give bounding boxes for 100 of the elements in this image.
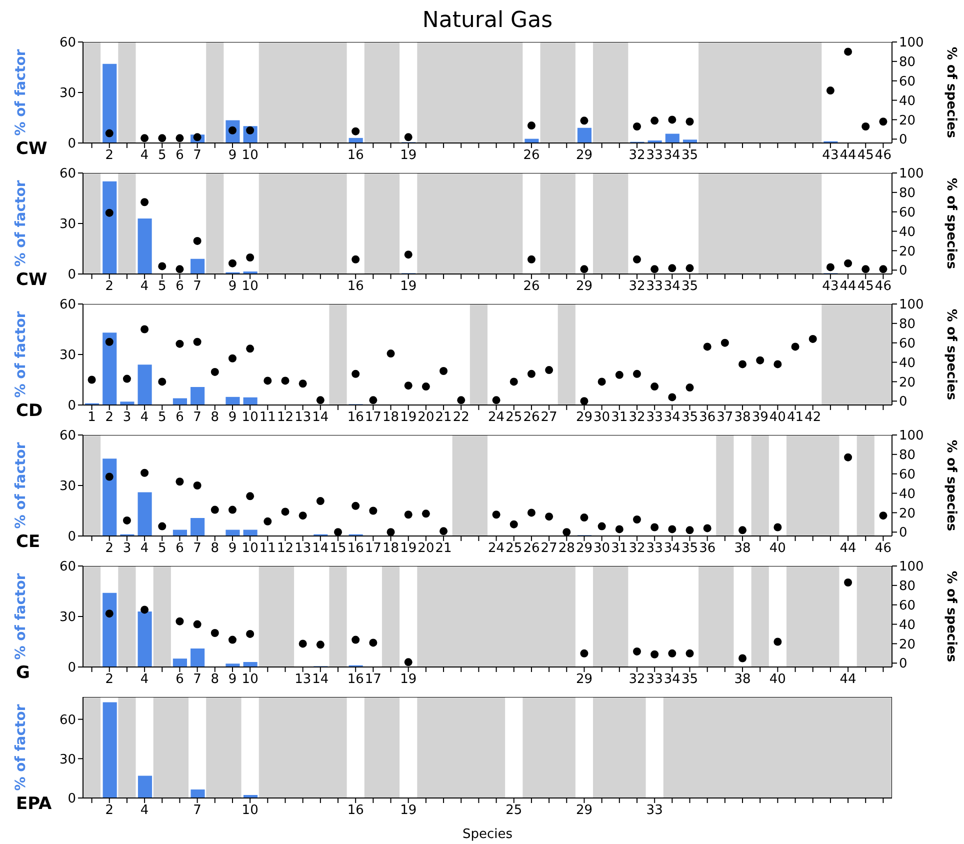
x-tick-label: 39	[752, 410, 768, 426]
y-tick-label: 30	[59, 86, 76, 102]
x-tick-label: 19	[400, 541, 417, 556]
text: CD	[16, 401, 43, 421]
y2-tick-label: 80	[899, 186, 916, 202]
chart-title: Natural Gas	[421, 8, 554, 33]
y-tick-label: 30	[59, 610, 76, 626]
x-tick-label: 26	[523, 541, 540, 556]
x-tick-label: 35	[681, 148, 698, 164]
x-tick-label: 30	[594, 410, 610, 426]
x-tick-label: 35	[681, 279, 698, 294]
y-tick-label: 0	[68, 136, 76, 152]
y-axis-title: % of factor	[12, 49, 29, 136]
x-tick-label: 28	[558, 541, 575, 556]
x-tick-label: 13	[294, 672, 312, 688]
x-tick-label: 13	[294, 410, 312, 426]
y2-tick-label: 0	[899, 656, 908, 672]
x-tick-label: 43	[822, 148, 839, 164]
x-tick-label: 38	[734, 410, 751, 426]
y-tick-label: 60	[59, 428, 76, 444]
x-tick-label: 11	[259, 410, 276, 426]
x-tick-label: 33	[646, 541, 663, 556]
x-tick-label: 16	[347, 410, 364, 426]
x-tick-label: 32	[628, 672, 646, 688]
x-tick-label: 7	[193, 803, 202, 818]
x-tick-label: 40	[769, 541, 786, 556]
x-tick-label: 37	[716, 410, 734, 426]
x-tick-label: 6	[176, 541, 184, 556]
y-tick-label: 0	[68, 792, 76, 807]
x-tick-label: 16	[347, 672, 364, 688]
x-tick-label: 36	[699, 541, 716, 556]
y2-tick-label: 60	[899, 74, 916, 90]
x-tick-label: 16	[347, 148, 364, 164]
x-tick-label: 14	[312, 541, 329, 556]
y-tick-label: 0	[68, 660, 76, 676]
x-tick-label: 9	[228, 541, 237, 556]
x-tick-label: 2	[105, 410, 114, 426]
x-tick-label: 2	[105, 803, 114, 818]
x-tick-label: 9	[228, 410, 237, 426]
x-tick-label: 33	[646, 148, 663, 164]
x-tick-label: 44	[840, 148, 856, 164]
y-axis-title: % of factor	[12, 704, 29, 791]
x-tick-label: 2	[105, 148, 114, 164]
y-tick-label: 0	[68, 398, 76, 414]
x-tick-label: 2	[105, 541, 114, 556]
x-tick-label: 45	[857, 148, 874, 164]
x-tick-label: 4	[140, 410, 149, 426]
x-tick-label: 4	[140, 803, 149, 818]
x-tick-label: 7	[193, 279, 202, 294]
x-tick-label: 34	[664, 410, 680, 426]
y2-tick-label: 0	[899, 264, 908, 279]
x-tick-label: 7	[193, 672, 202, 688]
y-axis-title: % of factor	[12, 180, 29, 267]
x-tick-label: 33	[646, 803, 663, 818]
x-tick-label: 29	[576, 410, 592, 426]
x-tick-label: 5	[158, 279, 166, 294]
x-tick-label: 24	[488, 410, 505, 426]
y2-tick-label: 20	[899, 637, 916, 652]
y2-tick-label: 40	[899, 356, 916, 371]
x-tick-label: 9	[228, 279, 237, 294]
x-tick-label: 17	[364, 410, 382, 426]
y-axis-title: % of factor	[12, 573, 29, 660]
x-tick-label: 20	[418, 410, 434, 426]
x-tick-label: 7	[193, 148, 202, 164]
x-tick-label: 26	[523, 410, 540, 426]
y-tick-label: 30	[59, 479, 76, 494]
x-tick-label: 10	[242, 541, 258, 556]
x-tick-label: 5	[158, 148, 166, 164]
x-tick-label: 4	[140, 672, 149, 688]
y2-tick-label: 20	[899, 113, 916, 128]
x-tick-label: 8	[210, 672, 220, 688]
x-tick-label: 16	[347, 803, 364, 818]
x-tick-label: 32	[628, 410, 646, 426]
x-tick-label: 8	[210, 541, 220, 556]
x-tick-label: 11	[259, 541, 276, 556]
x-tick-label: 10	[242, 410, 258, 426]
x-tick-label: 7	[193, 541, 202, 556]
y-tick-label: 60	[59, 298, 76, 313]
x-tick-label: 7	[193, 410, 202, 426]
x-tick-label: 24	[488, 541, 505, 556]
x-tick-label: 16	[347, 541, 364, 556]
x-tick-label: 46	[874, 279, 892, 294]
y2-axis-title: % of species	[943, 178, 958, 270]
x-tick-label: 4	[140, 148, 149, 164]
x-tick-label: 33	[646, 672, 663, 688]
x-tick-label: 13	[294, 541, 312, 556]
y2-tick-label: 20	[899, 506, 916, 522]
y2-tick-label: 20	[899, 375, 916, 390]
x-axis-title: Species	[462, 827, 513, 842]
x-tick-label: 6	[176, 279, 184, 294]
x-tick-label: 46	[874, 148, 892, 164]
x-tick-label: 44	[840, 541, 856, 556]
x-tick-label: 9	[228, 148, 237, 164]
y2-tick-label: 100	[899, 428, 924, 444]
y-tick-label: 60	[59, 712, 76, 728]
x-tick-label: 44	[840, 672, 856, 688]
x-tick-label: 29	[576, 672, 592, 688]
x-tick-label: 16	[347, 279, 364, 294]
x-tick-label: 10	[242, 672, 258, 688]
x-tick-label: 34	[664, 541, 680, 556]
